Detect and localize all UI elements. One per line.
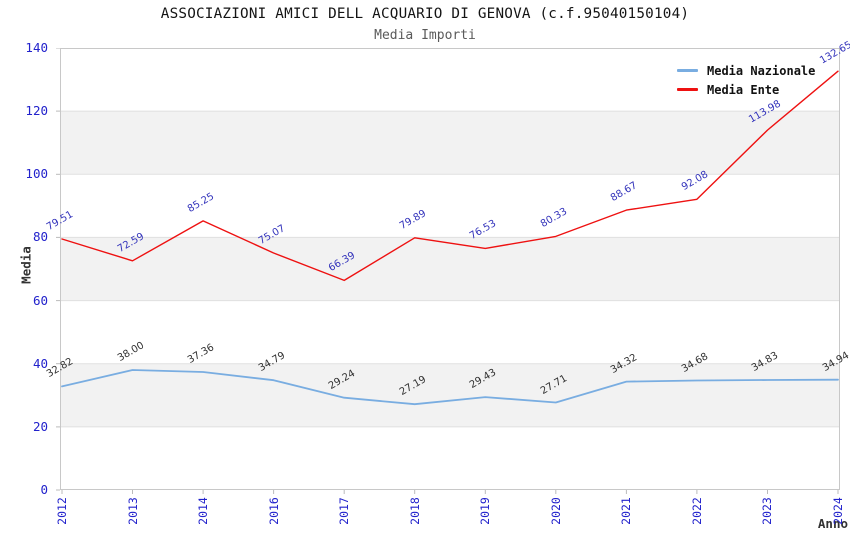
x-tick-label: 2023 [760,497,775,525]
legend: Media Nazionale Media Ente [677,61,815,99]
legend-label: Media Ente [707,82,780,97]
legend-swatch-media-nazionale [677,69,698,72]
y-tick-label: 60 [32,292,48,308]
y-axis-title: Media [18,246,34,284]
x-tick-label: 2020 [548,497,563,525]
y-tick-label: 0 [40,482,48,497]
plot-band [60,363,840,427]
x-tick-label: 2022 [689,497,704,525]
x-axis-title: Anno [817,516,848,531]
plot-band [60,111,840,175]
legend-swatch-media-ente [677,88,698,91]
x-tick-label: 2024 [831,497,845,525]
y-tick-label: 40 [32,355,48,371]
plot-frame [60,48,840,490]
y-tick-label: 20 [32,418,48,434]
media-nazionale-line [61,369,839,406]
x-tick-label: 2019 [478,497,493,525]
chart-subtitle: Media Importi [374,28,476,43]
media-ente-line [61,70,839,282]
x-tick-label: 2021 [619,497,634,525]
x-tick-label: 2016 [266,497,281,525]
x-tick-label: 2013 [125,497,140,525]
plot-area [53,47,847,498]
x-tick-label: 2014 [196,497,211,525]
legend-item-media-nazionale: Media Nazionale [677,61,815,80]
legend-label: Media Nazionale [707,63,816,78]
x-tick-label: 2012 [55,497,69,525]
y-tick-label: 100 [25,166,48,182]
x-tick-label: 2017 [337,497,352,525]
y-tick-label: 140 [25,40,48,55]
y-tick-label: 120 [25,103,48,119]
legend-item-media-ente: Media Ente [677,80,815,99]
plot-svg [56,47,840,494]
plot-band [60,237,840,301]
x-tick-label: 2018 [407,497,422,525]
chart-title: ASSOCIAZIONI AMICI DELL ACQUARIO DI GENO… [160,6,690,22]
y-tick-label: 80 [32,229,48,245]
